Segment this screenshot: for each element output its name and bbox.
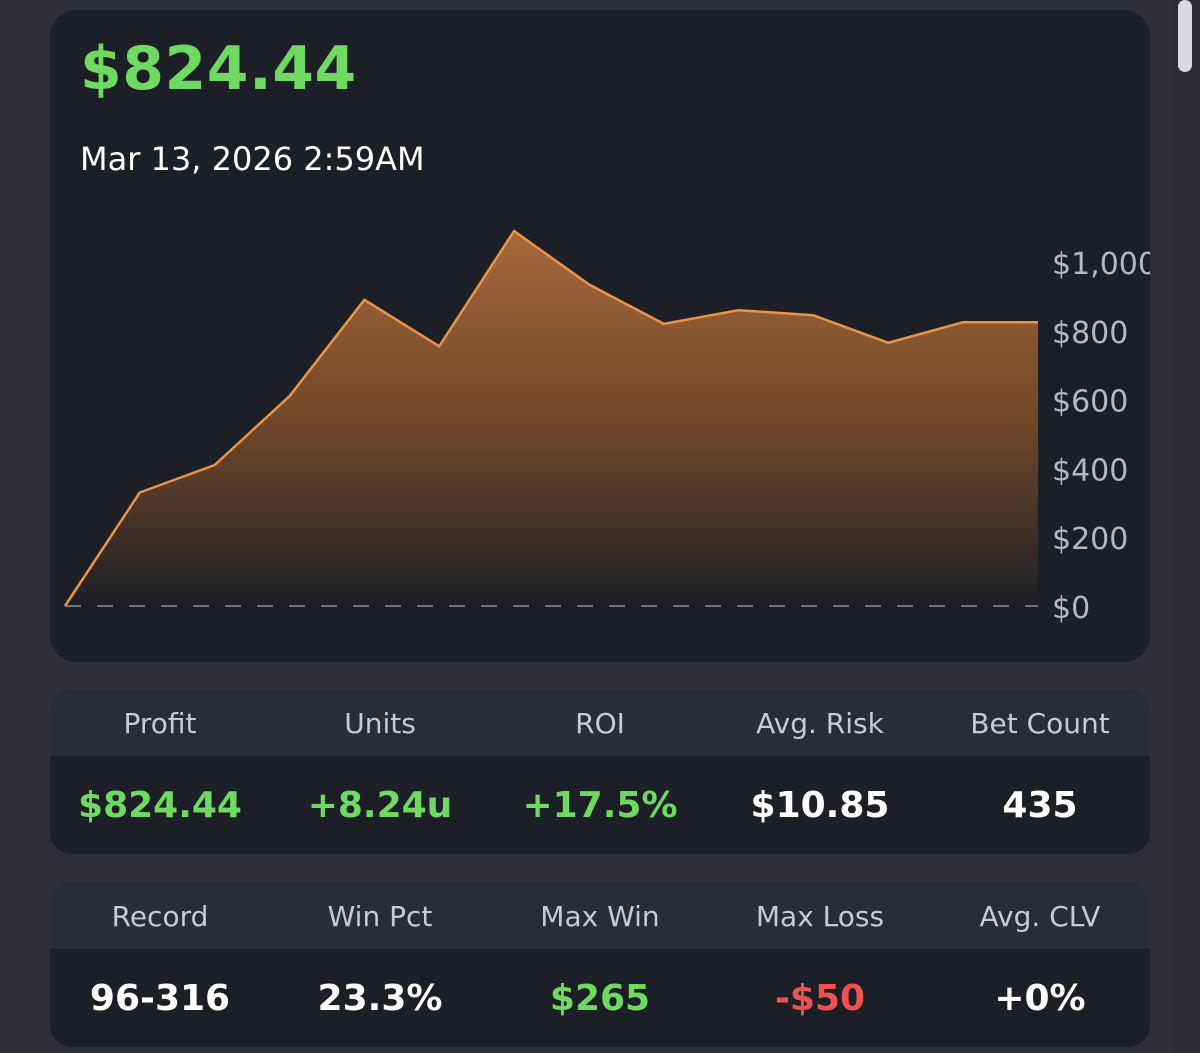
stats-value-row: $824.44 +8.24u +17.5% $10.85 435 [50, 756, 1150, 854]
y-tick-label: $400 [1052, 453, 1128, 488]
stats-card-summary: Profit Units ROI Avg. Risk Bet Count $82… [50, 690, 1150, 854]
stats-header-row: Profit Units ROI Avg. Risk Bet Count [50, 690, 1150, 756]
profit-area [65, 231, 1038, 606]
stat-value-win-pct: 23.3% [317, 977, 443, 1019]
stat-value-avg-risk: $10.85 [750, 784, 890, 826]
stat-label-units: Units [344, 706, 416, 740]
stat-value-bet-count: 435 [1002, 784, 1078, 826]
stat-value-units: +8.24u [307, 784, 453, 826]
chart-timestamp: Mar 13, 2026 2:59AM [80, 140, 425, 178]
stat-value-max-loss: -$50 [774, 977, 866, 1019]
profit-line [63, 229, 1038, 607]
stat-label-record: Record [111, 899, 209, 933]
y-tick-label: $1,000 [1052, 247, 1150, 282]
stat-value-profit: $824.44 [78, 784, 242, 826]
stats-value-row: 96-316 23.3% $265 -$50 +0% [50, 949, 1150, 1047]
stat-label-profit: Profit [123, 706, 197, 740]
y-tick-label: $200 [1052, 522, 1128, 557]
stats-header-row: Record Win Pct Max Win Max Loss Avg. CLV [50, 883, 1150, 949]
stat-label-roi: ROI [575, 706, 625, 740]
stat-value-max-win: $265 [549, 977, 651, 1019]
profit-chart-card: $0 $200 $400 $600 $800 $1,000 $824.44 Mar 13,… [50, 10, 1150, 662]
y-tick-label: $600 [1052, 385, 1128, 420]
profit-total-value: $824.44 [80, 34, 357, 104]
stat-label-max-loss: Max Loss [755, 899, 885, 933]
profit-chart[interactable]: $0 $200 $400 $600 $800 $1,000 [50, 10, 1150, 662]
stat-label-bet-count: Bet Count [970, 706, 1110, 740]
stats-card-record: Record Win Pct Max Win Max Loss Avg. CLV… [50, 883, 1150, 1047]
scrollbar-track[interactable] [1172, 0, 1200, 1053]
stat-value-record: 96-316 [89, 977, 231, 1019]
stat-label-avg-clv: Avg. CLV [979, 899, 1101, 933]
y-tick-label: $0 [1052, 591, 1090, 626]
y-tick-label: $800 [1052, 316, 1128, 351]
stat-label-avg-risk: Avg. Risk [756, 706, 884, 740]
stat-label-win-pct: Win Pct [327, 899, 433, 933]
stat-value-roi: +17.5% [522, 784, 678, 826]
stat-label-max-win: Max Win [540, 899, 660, 933]
scrollbar-thumb[interactable] [1178, 0, 1192, 72]
stat-value-avg-clv: +0% [994, 977, 1086, 1019]
